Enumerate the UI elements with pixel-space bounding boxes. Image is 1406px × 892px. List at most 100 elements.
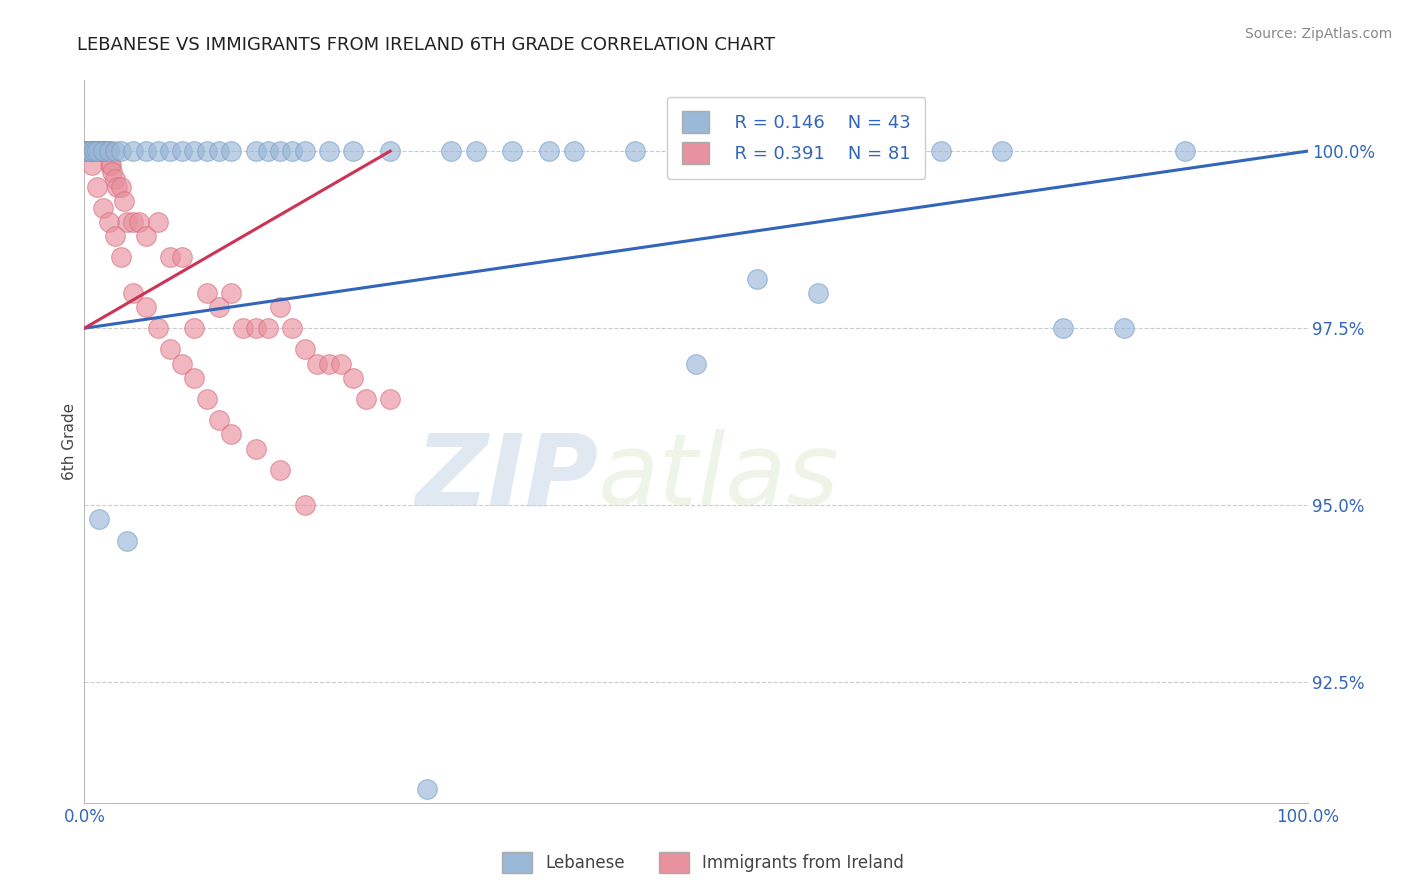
Point	[104, 144, 127, 158]
Point	[208, 413, 231, 427]
Point	[97, 215, 120, 229]
Point	[562, 144, 585, 158]
Point	[135, 144, 157, 158]
Text: atlas: atlas	[598, 429, 839, 526]
Point	[685, 357, 707, 371]
Point	[183, 321, 205, 335]
Point	[318, 144, 340, 158]
Point	[305, 357, 328, 371]
Point	[101, 165, 124, 179]
Point	[110, 179, 132, 194]
Point	[112, 194, 135, 208]
Point	[245, 144, 267, 158]
Point	[146, 321, 169, 335]
Y-axis label: 6th Grade: 6th Grade	[62, 403, 77, 480]
Point	[105, 179, 128, 194]
Point	[94, 144, 117, 158]
Point	[195, 285, 218, 300]
Point	[86, 144, 108, 158]
Point	[86, 144, 108, 158]
Point	[208, 300, 231, 314]
Point	[172, 144, 194, 158]
Point	[991, 144, 1014, 158]
Point	[219, 427, 242, 442]
Point	[77, 144, 100, 158]
Point	[294, 343, 316, 357]
Point	[208, 144, 231, 158]
Point	[342, 371, 364, 385]
Point	[97, 144, 120, 158]
Point	[77, 144, 100, 158]
Point	[115, 533, 138, 548]
Point	[342, 144, 364, 158]
Point	[135, 229, 157, 244]
Point	[172, 357, 194, 371]
Point	[281, 144, 304, 158]
Point	[97, 144, 120, 158]
Point	[75, 144, 97, 158]
Point	[122, 215, 145, 229]
Point	[416, 781, 439, 796]
Point	[380, 144, 402, 158]
Point	[172, 251, 194, 265]
Point	[440, 144, 463, 158]
Point	[747, 271, 769, 285]
Point	[318, 357, 340, 371]
Point	[104, 229, 127, 244]
Point	[83, 144, 105, 158]
Point	[76, 144, 98, 158]
Point	[86, 179, 108, 194]
Point	[110, 144, 132, 158]
Point	[115, 215, 138, 229]
Point	[97, 144, 120, 158]
Point	[104, 172, 127, 186]
Point	[929, 144, 952, 158]
Point	[294, 144, 316, 158]
Point	[86, 144, 108, 158]
Point	[195, 392, 218, 406]
Point	[146, 215, 169, 229]
Point	[159, 343, 181, 357]
Point	[135, 300, 157, 314]
Point	[80, 144, 103, 158]
Point	[77, 144, 100, 158]
Point	[807, 285, 830, 300]
Point	[91, 144, 114, 158]
Point	[76, 144, 98, 158]
Point	[87, 144, 110, 158]
Text: ZIP: ZIP	[415, 429, 598, 526]
Point	[294, 498, 316, 512]
Point	[183, 144, 205, 158]
Point	[128, 215, 150, 229]
Point	[91, 144, 114, 158]
Point	[269, 300, 291, 314]
Point	[219, 144, 242, 158]
Point	[77, 144, 100, 158]
Point	[281, 321, 304, 335]
Point	[79, 144, 101, 158]
Point	[232, 321, 254, 335]
Point	[122, 285, 145, 300]
Point	[624, 144, 647, 158]
Legend: Lebanese, Immigrants from Ireland: Lebanese, Immigrants from Ireland	[495, 846, 911, 880]
Point	[219, 285, 242, 300]
Point	[464, 144, 486, 158]
Point	[269, 144, 291, 158]
Point	[87, 512, 110, 526]
Point	[257, 144, 280, 158]
Point	[91, 201, 114, 215]
Text: LEBANESE VS IMMIGRANTS FROM IRELAND 6TH GRADE CORRELATION CHART: LEBANESE VS IMMIGRANTS FROM IRELAND 6TH …	[77, 36, 776, 54]
Point	[1114, 321, 1136, 335]
Point	[380, 392, 402, 406]
Point	[159, 144, 181, 158]
Point	[538, 144, 561, 158]
Point	[183, 371, 205, 385]
Point	[80, 158, 103, 172]
Point	[83, 144, 105, 158]
Point	[1052, 321, 1074, 335]
Point	[82, 144, 104, 158]
Point	[79, 144, 101, 158]
Point	[89, 144, 111, 158]
Point	[93, 144, 115, 158]
Point	[98, 158, 121, 172]
